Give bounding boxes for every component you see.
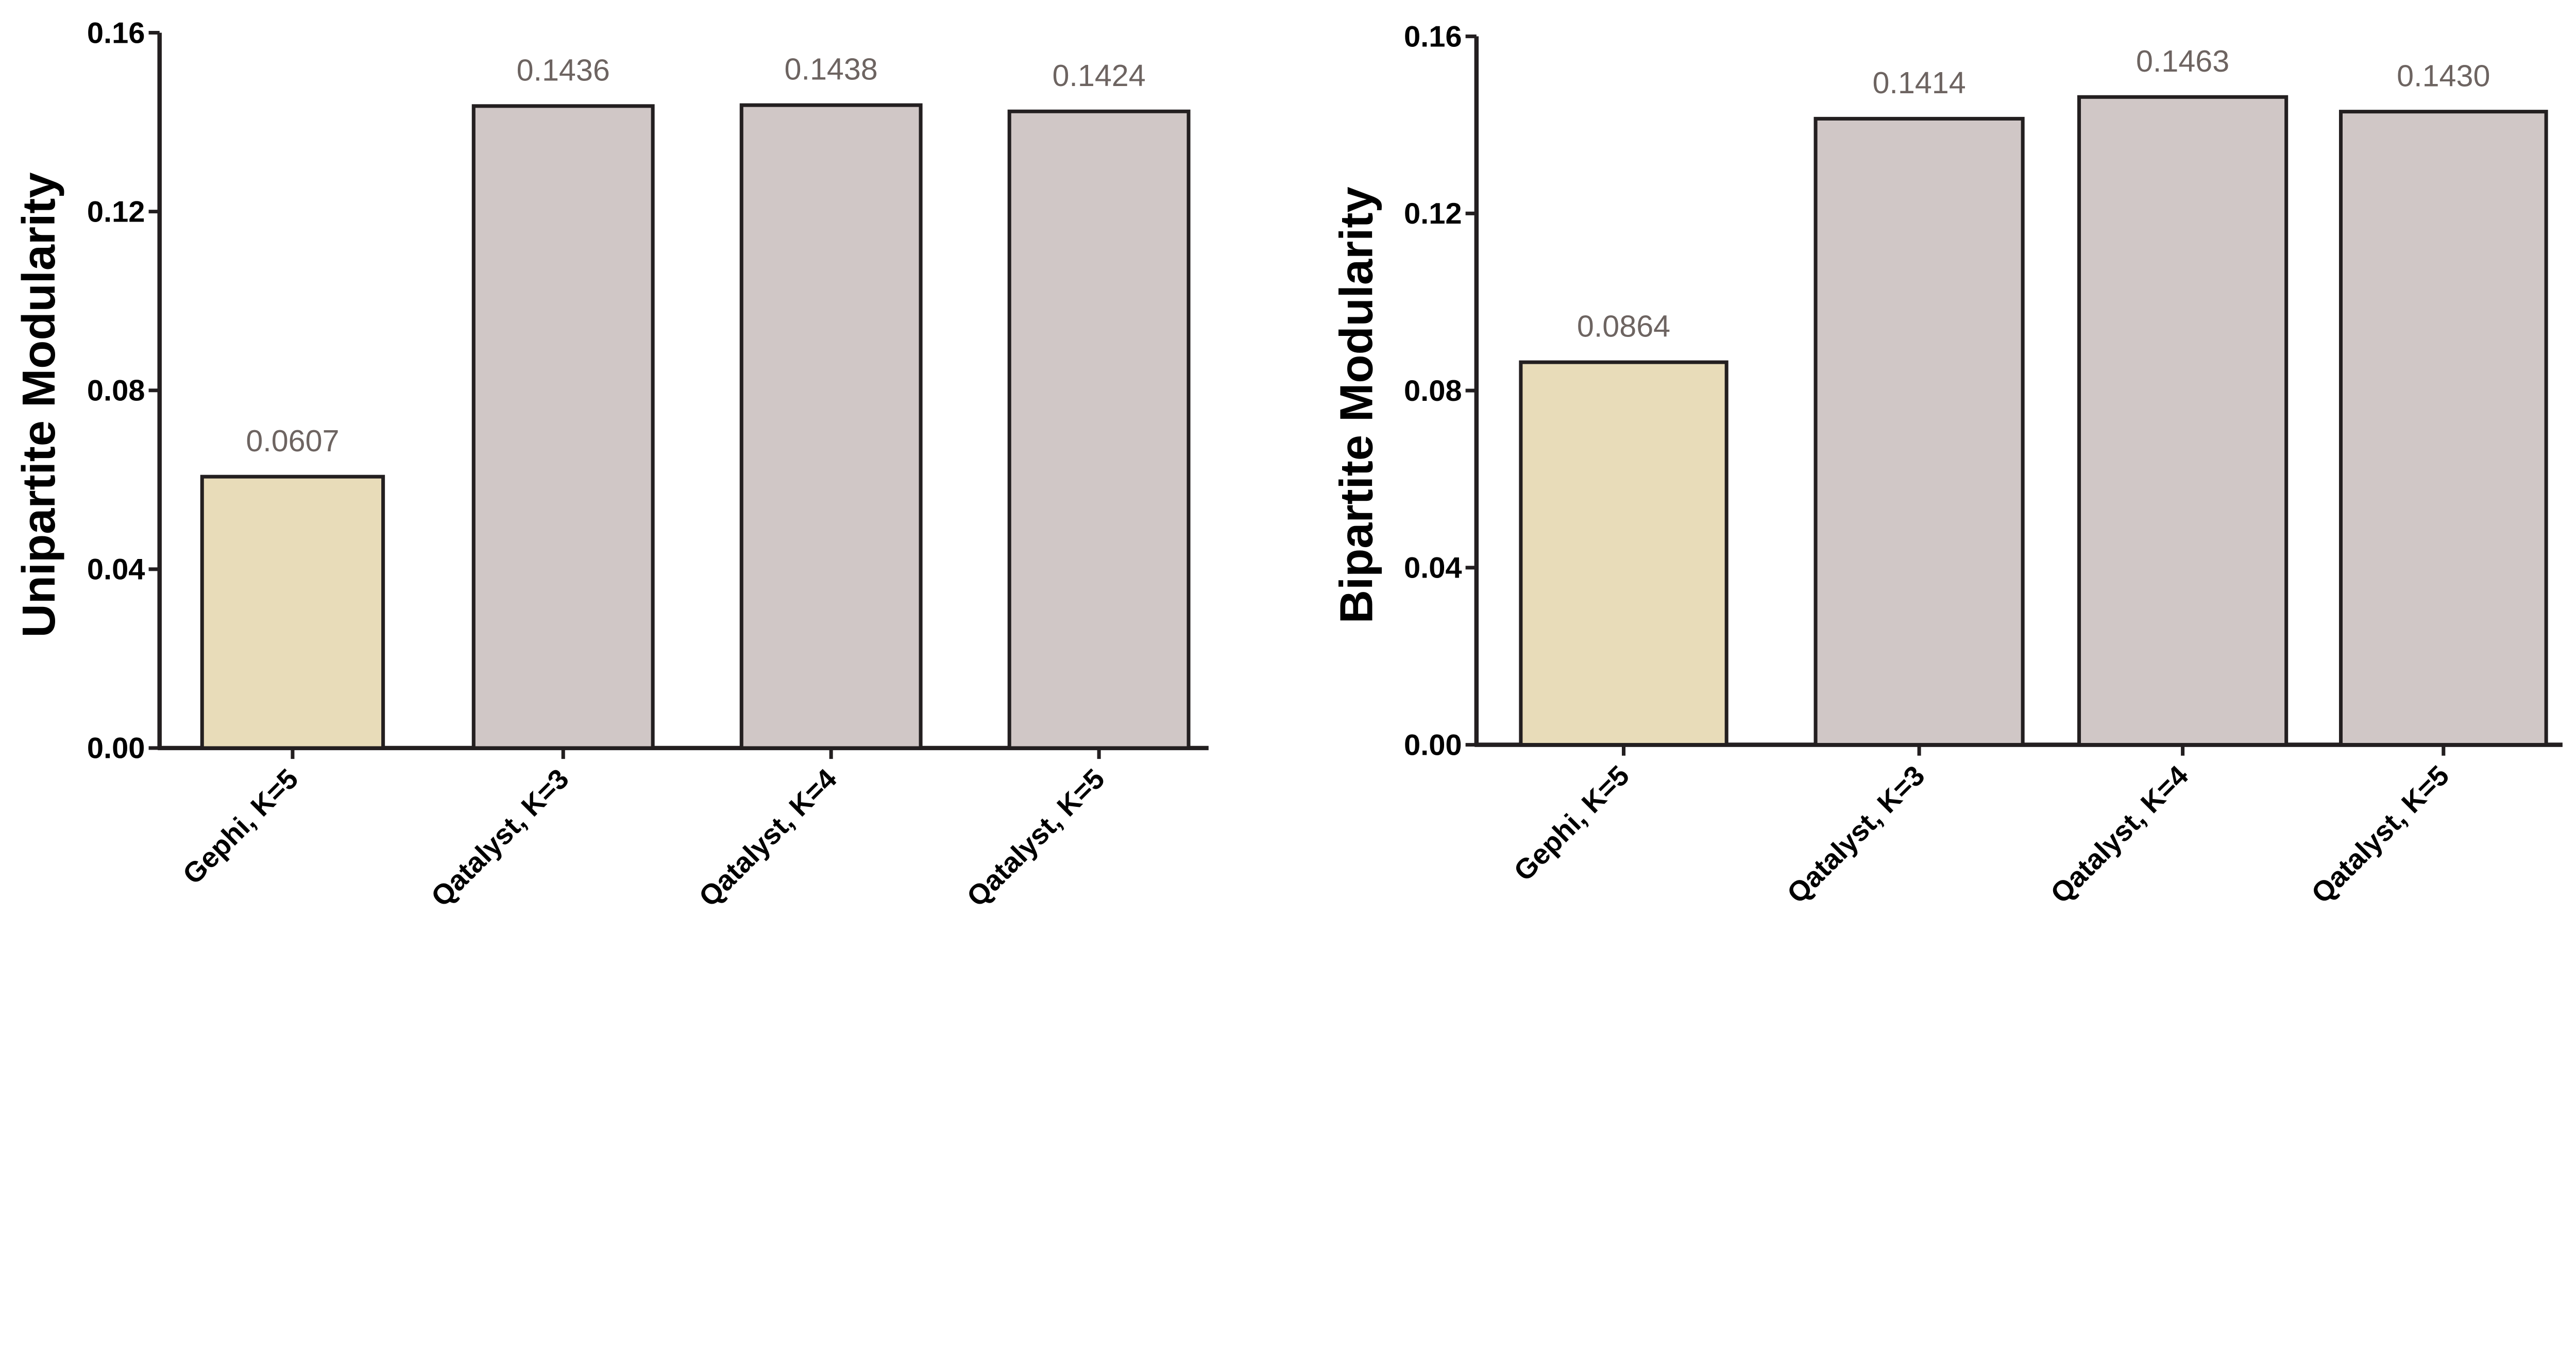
y-tick-label: 0.16 xyxy=(87,16,145,49)
y-axis-title: Bipartite Modularity xyxy=(1330,187,1382,623)
bar-2 xyxy=(1814,116,2025,747)
x-tick-label: Qatalyst, K=5 xyxy=(2305,759,2455,909)
data-label: 0.0607 xyxy=(246,423,339,458)
bar-4 xyxy=(1007,109,1191,750)
bar-1 xyxy=(200,474,385,750)
x-tick-label: Gephi, K=5 xyxy=(176,762,304,890)
bar-3 xyxy=(2077,95,2289,747)
x-tick-label: Qatalyst, K=4 xyxy=(2044,759,2195,909)
data-label: 0.1438 xyxy=(785,52,878,87)
y-tick-label: 0.04 xyxy=(1404,552,1462,585)
bar-4 xyxy=(2338,110,2548,747)
chart-figure: 0.00 0.04 0.08 0.12 0.16 Unipartite Modularit… xyxy=(13,16,2563,913)
bar-1 xyxy=(1519,360,1728,747)
y-axis-title: Unipartite Modularity xyxy=(13,172,65,637)
data-label: 0.1430 xyxy=(2397,58,2490,93)
chart-panel-2: 0.00 0.04 0.08 0.12 0.16 Bipartite Modularity… xyxy=(1330,20,2563,909)
x-tick-label: Qatalyst, K=3 xyxy=(425,762,574,912)
bar-3 xyxy=(739,103,923,750)
y-tick-label: 0.00 xyxy=(1404,728,1462,761)
data-label: 0.1424 xyxy=(1052,58,1145,93)
data-label: 0.0864 xyxy=(1577,309,1670,344)
y-tick-label: 0.12 xyxy=(1404,197,1462,230)
chart-panel-1: 0.00 0.04 0.08 0.12 0.16 Unipartite Modularit… xyxy=(13,16,1209,913)
x-tick-label: Qatalyst, K=5 xyxy=(960,762,1110,912)
x-tick-label: Gephi, K=5 xyxy=(1507,759,1635,887)
data-label: 0.1463 xyxy=(2136,44,2229,78)
y-tick-label: 0.08 xyxy=(1404,375,1462,408)
y-tick-label: 0.08 xyxy=(87,374,145,407)
y-tick-label: 0.04 xyxy=(87,553,145,586)
y-tick-label: 0.12 xyxy=(87,195,145,228)
x-tick-label: Qatalyst, K=4 xyxy=(692,762,843,913)
bar-2 xyxy=(471,104,655,750)
x-tick-label: Qatalyst, K=3 xyxy=(1781,759,1930,909)
y-tick-label: 0.00 xyxy=(87,732,145,765)
data-label: 0.1414 xyxy=(1872,65,1965,100)
y-tick-label: 0.16 xyxy=(1404,20,1462,53)
data-label: 0.1436 xyxy=(517,53,610,87)
